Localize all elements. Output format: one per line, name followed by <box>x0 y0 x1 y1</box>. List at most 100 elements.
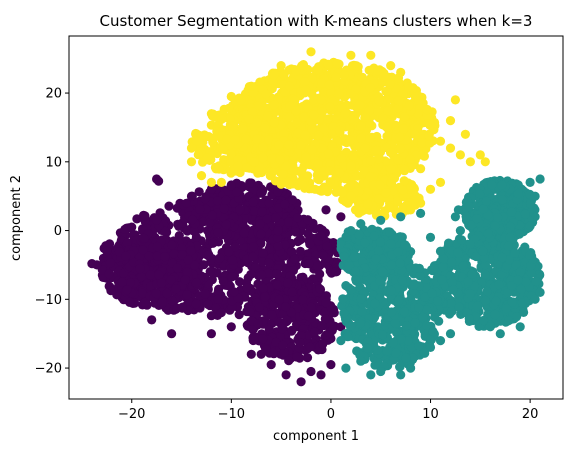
data-point <box>167 241 176 250</box>
data-point <box>383 346 392 355</box>
data-point <box>433 297 442 306</box>
data-point <box>146 270 155 279</box>
data-point <box>396 68 405 77</box>
data-point <box>194 150 203 159</box>
series-0 <box>87 174 345 386</box>
data-point <box>297 377 306 386</box>
data-point <box>394 156 403 165</box>
data-point <box>282 316 291 325</box>
data-point <box>260 123 269 132</box>
data-point <box>214 295 223 304</box>
data-point <box>213 228 222 237</box>
data-point <box>313 262 322 271</box>
data-point <box>363 200 372 209</box>
data-point <box>352 61 361 70</box>
data-point <box>207 178 216 187</box>
data-point <box>258 143 267 152</box>
data-point <box>436 178 445 187</box>
data-point <box>416 164 425 173</box>
data-point <box>366 83 375 92</box>
data-point <box>464 202 473 211</box>
data-point <box>265 199 274 208</box>
data-point <box>187 157 196 166</box>
data-point <box>280 200 289 209</box>
data-point <box>278 341 287 350</box>
data-point <box>526 221 535 230</box>
data-point <box>424 131 433 140</box>
data-point <box>236 205 245 214</box>
data-point <box>504 242 513 251</box>
data-point <box>102 247 111 256</box>
data-point <box>208 239 217 248</box>
data-point <box>197 171 206 180</box>
data-point <box>152 216 161 225</box>
data-point <box>507 208 516 217</box>
data-point <box>291 67 300 76</box>
data-point <box>258 334 267 343</box>
data-point <box>247 350 256 359</box>
data-point <box>457 235 466 244</box>
data-point <box>396 362 405 371</box>
data-point <box>316 370 325 379</box>
data-point <box>173 220 182 229</box>
data-point <box>498 253 507 262</box>
data-point <box>295 236 304 245</box>
data-point <box>201 194 210 203</box>
data-point <box>127 223 136 232</box>
data-point <box>250 158 259 167</box>
data-point <box>245 307 254 316</box>
data-point <box>383 107 392 116</box>
data-point <box>268 154 277 163</box>
data-point <box>379 72 388 81</box>
data-point <box>255 303 264 312</box>
data-point <box>391 349 400 358</box>
data-point <box>217 178 226 187</box>
data-point <box>346 321 355 330</box>
data-point <box>514 189 523 198</box>
data-point <box>306 367 315 376</box>
data-point <box>220 105 229 114</box>
data-point <box>207 109 216 118</box>
data-point <box>346 161 355 170</box>
data-point <box>491 297 500 306</box>
data-point <box>304 259 313 268</box>
data-point <box>459 261 468 270</box>
data-point <box>510 249 519 258</box>
data-point <box>487 180 496 189</box>
data-point <box>414 303 423 312</box>
data-point <box>219 277 228 286</box>
data-point <box>481 296 490 305</box>
data-point <box>313 65 322 74</box>
data-point <box>317 95 326 104</box>
data-point <box>346 136 355 145</box>
data-point <box>274 141 283 150</box>
data-point <box>258 153 267 162</box>
data-point <box>426 185 435 194</box>
data-point <box>246 270 255 279</box>
data-point <box>118 278 127 287</box>
data-point <box>387 286 396 295</box>
data-point <box>324 149 333 158</box>
data-point <box>153 242 162 251</box>
data-point <box>373 345 382 354</box>
data-point <box>415 341 424 350</box>
data-point <box>147 315 156 324</box>
data-point <box>519 308 528 317</box>
data-point <box>264 258 273 267</box>
data-point <box>227 92 236 101</box>
data-point <box>505 233 514 242</box>
data-point <box>218 145 227 154</box>
data-point <box>429 264 438 273</box>
data-point <box>473 301 482 310</box>
data-point <box>228 256 237 265</box>
data-point <box>227 322 236 331</box>
data-point <box>295 338 304 347</box>
data-point <box>428 289 437 298</box>
data-point <box>140 211 149 220</box>
data-point <box>366 156 375 165</box>
data-point <box>217 308 226 317</box>
data-point <box>372 146 381 155</box>
data-point <box>462 212 471 221</box>
data-point <box>290 255 299 264</box>
data-point <box>154 270 163 279</box>
